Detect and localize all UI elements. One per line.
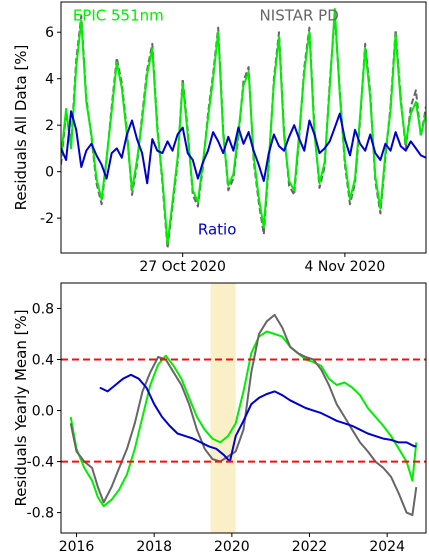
bottom-y-tick-label: -0.4 bbox=[27, 455, 54, 471]
bottom-series-line-1 bbox=[69, 313, 418, 517]
bottom-series-line-2 bbox=[99, 373, 417, 463]
top-x-tick-label: 27 Oct 2020 bbox=[139, 259, 226, 275]
bottom-series-line-0 bbox=[69, 330, 418, 508]
bottom-plot-area bbox=[61, 313, 426, 517]
annotation-epic-551nm: EPIC 551nm bbox=[73, 7, 164, 25]
top-x-tick-label: 4 Nov 2020 bbox=[305, 259, 386, 275]
top-series-line-1 bbox=[61, 8, 426, 245]
bottom-axes-frame bbox=[60, 282, 427, 534]
bottom-x-tick-label: 2018 bbox=[136, 539, 172, 553]
bottom-x-tick-label: 2020 bbox=[214, 539, 250, 553]
top-series-line-2 bbox=[61, 110, 426, 185]
annotation-ratio: Ratio bbox=[198, 220, 237, 238]
top-y-axis-label: Residuals All Data [%] bbox=[12, 45, 30, 211]
annotation-nistar-pd: NISTAR PD bbox=[260, 7, 339, 25]
bottom-y-tick-label: -0.8 bbox=[27, 506, 54, 522]
bottom-x-tick-label: 2016 bbox=[59, 539, 95, 553]
top-plot-area bbox=[61, 8, 426, 250]
bottom-x-tick-label: 2022 bbox=[292, 539, 328, 553]
bottom-y-tick-label: 0.8 bbox=[32, 302, 54, 318]
bottom-y-tick-label: 0.4 bbox=[32, 353, 54, 369]
shaded-span bbox=[210, 283, 236, 533]
top-y-tick-label: 2 bbox=[45, 118, 54, 134]
top-axes-frame bbox=[60, 1, 427, 254]
top-series-line-0 bbox=[61, 14, 426, 250]
top-y-tick-label: 6 bbox=[45, 25, 54, 41]
bottom-x-tick-label: 2024 bbox=[369, 539, 405, 553]
top-y-tick-label: 0 bbox=[45, 165, 54, 181]
bottom-y-axis-label: Residuals Yearly Mean [%] bbox=[12, 309, 30, 506]
top-y-tick-label: -2 bbox=[40, 211, 54, 227]
bottom-y-tick-label: 0.0 bbox=[32, 404, 54, 420]
top-y-tick-label: 4 bbox=[45, 72, 54, 88]
